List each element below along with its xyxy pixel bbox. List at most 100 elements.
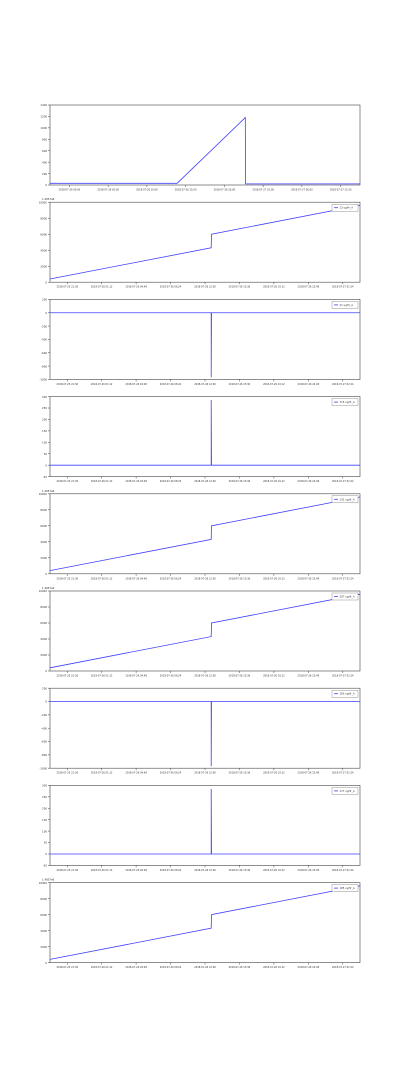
x-tick-label: 2018-07-26 04:48 xyxy=(125,286,147,289)
x-tick-label: 2018-07-26 01:12 xyxy=(91,577,113,580)
y-tick-label: 4000 xyxy=(40,248,47,252)
legend-box xyxy=(331,398,359,406)
legend-label: 185 ugHr_A xyxy=(340,886,355,890)
x-tick-label: 2018-07-26 08:24 xyxy=(160,480,182,483)
x-tick-label: 2018-07-25 21:36 xyxy=(56,675,78,678)
y-tick-label: 0 xyxy=(45,311,47,315)
x-tick-label: 2018-07-26 12:00 xyxy=(194,675,216,678)
legend-box xyxy=(331,884,359,892)
chart-6: 0 2000 4000 6000 8000 10000 2018-07-25 21:36 20… xyxy=(39,586,361,678)
x-tick-label: 2018-07-25 21:36 xyxy=(56,480,78,483)
x-tick-label: 2018-07-26 04:48 xyxy=(125,966,147,969)
y-tick-label: 200 xyxy=(42,172,47,176)
x-tick-label: 2018-07-25 21:36 xyxy=(56,772,78,775)
y-tick-label: 600 xyxy=(42,149,47,153)
x-tick-label: 2018-07-27 02:24 xyxy=(332,286,354,289)
chart-5: 0 2000 4000 6000 8000 10000 2018-07-25 21:36 20… xyxy=(39,489,361,580)
x-tick-label: 2018-07-26 22:48 xyxy=(298,577,320,580)
x-tick-label: 2018-07-27 02:24 xyxy=(332,966,354,969)
x-tick-label: 2018-07-26 01:12 xyxy=(91,286,113,289)
x-tick-label: 2018-07-26 15:36 xyxy=(229,480,251,483)
x-tick-label: 2018-07-26 15:36 xyxy=(229,966,251,969)
x-tick-label: 2018-07-26 19:12 xyxy=(263,383,285,386)
y-tick-label: 0 xyxy=(45,669,47,673)
x-tick-label: 2018-07-26 01:12 xyxy=(91,772,113,775)
x-tick-label: 2018-07-26 15:00 xyxy=(175,189,197,192)
legend-box xyxy=(331,592,359,601)
x-tick-label: 2018-07-26 15:36 xyxy=(229,383,251,386)
x-tick-label: 2018-07-26 12:00 xyxy=(194,772,216,775)
x-tick-label: 2018-07-26 12:00 xyxy=(194,286,216,289)
x-tick-label: 2018-07-26 12:00 xyxy=(194,577,216,580)
legend-box xyxy=(331,690,359,698)
y-tick-label: 10000 xyxy=(39,200,48,204)
x-tick-label: 2018-07-26 04:48 xyxy=(125,480,147,483)
x-tick-label: 2018-07-27 11:00 xyxy=(330,189,352,192)
y-tick-label: 200 xyxy=(42,418,47,422)
y-tick-label: 100 xyxy=(42,441,47,445)
y-tick-label: 0 xyxy=(45,852,47,856)
x-tick-label: 2018-07-27 02:24 xyxy=(332,577,354,580)
x-tick-label: 2018-07-25 21:36 xyxy=(56,383,78,386)
legend-box xyxy=(331,495,359,503)
x-tick-label: 2018-07-26 10:00 xyxy=(136,189,158,192)
x-tick-label: 2018-07-26 08:24 xyxy=(160,383,182,386)
y-tick-label: -200 xyxy=(41,324,47,328)
legend-label: 207 ugHr_A xyxy=(340,595,355,599)
x-tick-label: 2018-07-26 19:12 xyxy=(263,966,285,969)
series-line xyxy=(49,885,361,960)
y-tick-label: 1000 xyxy=(40,126,47,130)
y-tick-label: 300 xyxy=(42,395,47,399)
y-tick-label: 0 xyxy=(45,572,47,576)
legend-label: 183 ugHr_A xyxy=(340,692,355,696)
x-tick-label: 2018-07-26 04:48 xyxy=(125,772,147,775)
x-tick-label: 2018-07-26 22:48 xyxy=(298,675,320,678)
series-line xyxy=(49,205,361,280)
y-tick-label: 0 xyxy=(45,183,47,187)
y-tick-label: -1000 xyxy=(39,766,47,770)
x-tick-label: 2018-07-26 01:12 xyxy=(91,480,113,483)
legend-box xyxy=(331,301,359,309)
x-tick-label: 2018-07-26 12:00 xyxy=(194,966,216,969)
x-tick-label: 2018-07-27 02:24 xyxy=(332,383,354,386)
x-tick-label: 2018-07-26 12:00 xyxy=(194,480,216,483)
x-tick-label: 2018-07-26 15:36 xyxy=(229,869,251,872)
series-line xyxy=(49,496,361,571)
x-tick-label: 2018-07-26 15:36 xyxy=(229,772,251,775)
x-tick-label: 2018-07-26 22:48 xyxy=(298,286,320,289)
y-tick-label: 200 xyxy=(42,298,47,302)
x-tick-label: 2018-07-27 02:24 xyxy=(332,869,354,872)
y-tick-label: 50 xyxy=(44,841,48,845)
plot-frame xyxy=(49,785,361,866)
y-tick-label: 300 xyxy=(42,784,47,788)
y-tick-label: 2000 xyxy=(40,945,47,949)
x-tick-label: 2018-07-26 22:48 xyxy=(298,772,320,775)
offset-label: 1.4857e6 xyxy=(42,197,55,201)
offset-label: 1.4857e6 xyxy=(42,878,55,882)
y-tick-label: -400 xyxy=(41,338,47,342)
offset-label: 1.4857e6 xyxy=(42,586,55,590)
y-tick-label: -600 xyxy=(41,740,47,744)
y-tick-label: 2000 xyxy=(40,264,47,268)
x-tick-label: 2018-07-26 01:12 xyxy=(91,675,113,678)
plot-frame xyxy=(49,104,361,186)
y-tick-label: -400 xyxy=(41,726,47,730)
x-tick-label: 2018-07-26 12:00 xyxy=(194,869,216,872)
y-tick-label: -50 xyxy=(43,475,48,479)
y-tick-label: 8000 xyxy=(40,605,47,609)
y-tick-label: 10000 xyxy=(39,881,48,885)
x-tick-label: 2018-07-26 19:12 xyxy=(263,286,285,289)
legend-label: 131 ugHr_A xyxy=(340,497,355,501)
y-tick-label: 400 xyxy=(42,160,47,164)
series-line xyxy=(50,116,360,185)
y-tick-label: 10000 xyxy=(39,589,48,593)
x-tick-label: 2018-07-26 04:48 xyxy=(125,869,147,872)
legend-box xyxy=(331,203,359,212)
y-tick-label: 0 xyxy=(45,700,47,704)
series-line xyxy=(49,593,361,669)
y-tick-label: 6000 xyxy=(40,621,47,625)
x-tick-label: 2018-07-26 08:24 xyxy=(160,772,182,775)
series-line xyxy=(50,312,360,378)
y-tick-label: 200 xyxy=(42,806,47,810)
